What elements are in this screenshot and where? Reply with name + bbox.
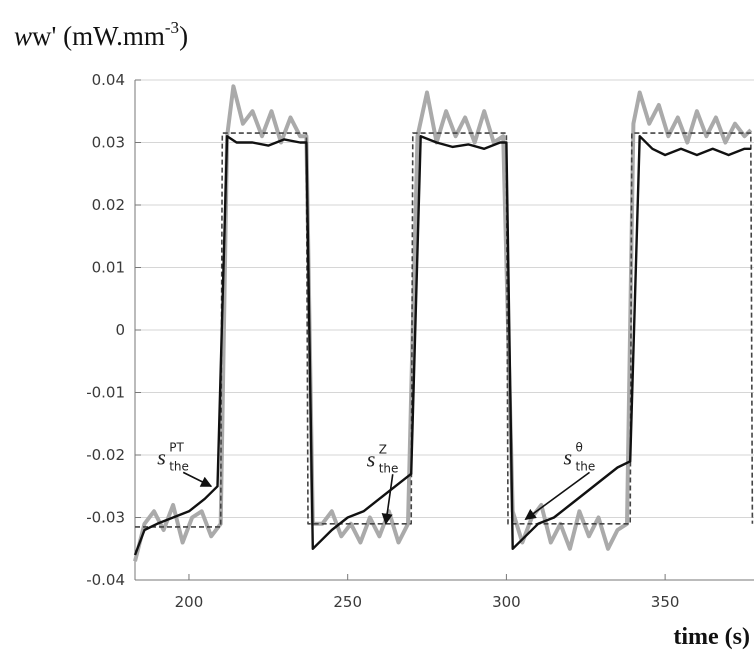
annotation-label-2: s [564,444,573,469]
series-annotation-2: s θ the [524,440,596,521]
y-axis-title-exp: -3 [165,18,179,37]
y-tick-labels: 0.04 0.03 0.02 0.01 0 -0.01 -0.02 -0.03 -0.04 [86,71,141,589]
y-axis-title-close: ) [179,21,188,51]
annotation-superscript-1: Z [379,442,387,456]
annotation-arrow-2 [524,471,591,521]
y-tick-label-1: 0.03 [92,134,125,152]
y-tick-label-3: 0.01 [92,259,125,277]
annotation-subscript-2: the [576,459,596,473]
y-tick-label-2: 0.02 [92,196,125,214]
y-tick-label-7: -0.03 [86,509,125,527]
y-tick-label-0: 0.04 [92,71,125,89]
series-annotation-0: s PT the [157,440,213,487]
y-axis-title-main: w' (mW.mm [32,21,165,51]
x-tick-label-2: 300 [492,593,521,611]
annotation-subscript-1: the [379,461,399,475]
x-axis-title: time (s) [673,624,750,650]
annotation-arrow-0 [182,471,213,487]
annotation-subscript-0: the [169,459,189,473]
x-tick-label-1: 250 [333,593,362,611]
y-tick-label-5: -0.01 [86,384,125,402]
annotation-superscript-2: θ [576,440,583,454]
svg-text:ww' (mW.mm-3): ww' (mW.mm-3) [14,18,188,51]
x-tick-labels: 200 250 300 350 [175,574,680,611]
y-axis-title: ww' (mW.mm-3) [14,18,188,51]
x-tick-label-0: 200 [175,593,204,611]
y-tick-label-6: -0.02 [86,446,125,464]
annotation-label-0: s [157,444,166,469]
series-line-0 [133,84,753,562]
annotation-label-1: s [367,446,376,471]
annotation-arrow-1 [381,474,394,525]
series-layer [133,84,754,562]
x-tick-label-3: 350 [651,593,680,611]
series-line-1 [135,132,754,528]
y-tick-label-4: 0 [115,321,125,339]
series-line-2 [133,134,751,556]
annotation-superscript-0: PT [169,440,184,454]
y-tick-label-8: -0.04 [86,571,125,589]
